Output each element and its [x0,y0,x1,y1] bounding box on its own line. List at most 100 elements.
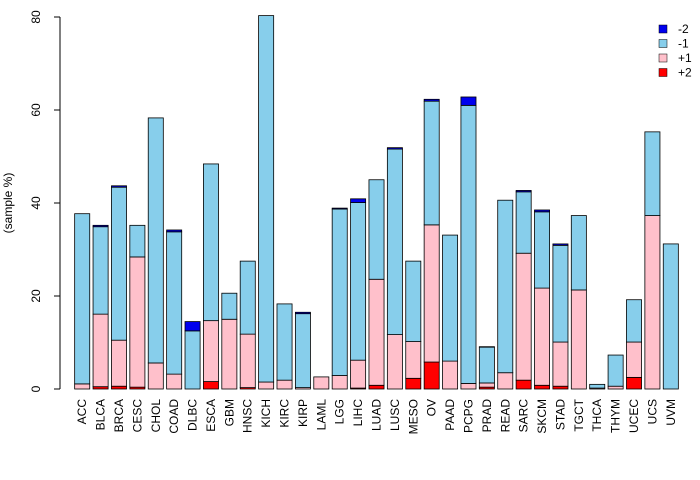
x-tick-label: ACC [75,399,89,425]
x-tick-label: LAML [314,399,328,431]
x-tick-label: OV [425,399,439,416]
bar-segment [92,224,109,228]
x-tick-label: COAD [167,399,181,434]
bar-segment [147,117,164,364]
bar-segment [515,190,532,193]
bar-segment [111,185,127,188]
bar-segment [626,376,642,390]
bar-segment [552,244,569,343]
bar-segment [74,383,91,390]
bar-segment [515,252,532,381]
bar-segment [294,313,311,389]
x-tick-label: KIRC [278,399,292,428]
bar-segment [497,199,514,374]
bar-segment [129,224,146,258]
bar-segment [534,209,550,213]
bar-segment [626,299,642,343]
x-tick-label: SARC [517,399,531,433]
legend-swatch [658,53,668,63]
x-tick-label: DLBC [186,399,200,431]
bar-segment [276,303,293,381]
y-tick-label: 80 [29,10,43,24]
legend-label: -1 [678,37,689,51]
bar-segment [534,287,550,386]
bar-segment [258,15,275,383]
bar-segment [184,330,201,390]
bar-segment [478,382,495,388]
y-axis: 0 20 40 60 80 [29,10,61,392]
bar-segment [460,96,477,106]
bar-segment [166,229,183,233]
legend-label: +2 [678,66,692,80]
x-tick-label: BLCA [94,399,108,430]
x-tick-label: PRAD [480,399,494,433]
bar-segment [534,384,550,390]
legend-swatch [658,39,668,48]
legend-label: +1 [678,51,692,65]
legend-label: -2 [678,22,689,36]
bar-segment [534,211,550,289]
bar-segment [386,147,403,150]
bar-segment [626,341,642,378]
bar-segment [350,359,367,389]
bar-segment [423,98,440,102]
bar-segment [276,379,293,390]
x-tick-label: UCEC [627,399,641,433]
x-tick-label: LUSC [388,399,402,431]
bar-segment [423,100,440,226]
legend-swatch [658,24,668,34]
bar-segment [111,186,127,341]
bar-segment [111,385,127,390]
bar-segment [644,215,661,390]
y-axis-label: (sample %) [1,173,15,234]
x-tick-label: THYM [609,399,623,433]
legend-swatch [658,68,668,77]
x-tick-label: THCA [590,399,604,432]
bar-segment [497,372,514,390]
x-tick-label: GBM [222,399,236,426]
bar-segment [239,333,256,389]
bar-segment [460,104,477,384]
x-tick-label: LGG [333,399,347,424]
x-tick-label: TGCT [572,398,586,431]
bar-segment [331,375,348,390]
x-axis-labels: ACC BLCA BRCA CESC CHOL COAD DLBC ESCA GBM HNSC KI… [75,398,678,434]
bar-segment [607,354,624,387]
x-tick-label: STAD [553,399,567,430]
bar-segment [74,213,91,385]
bar-segment [350,198,367,203]
bar-segment [147,362,164,390]
y-tick-label: 20 [29,289,43,303]
bar-segment [368,384,385,390]
bar-segment [203,381,219,390]
bar-segment [203,320,219,382]
bar-segment [570,289,587,390]
bar-segment [258,381,275,390]
x-tick-label: SKCM [535,399,549,434]
x-tick-label: UCS [645,399,659,424]
bar-segment [331,208,348,376]
bar-segment [184,321,201,332]
bar-segment [239,260,256,335]
bar-segment [221,318,238,390]
x-tick-label: LUAD [370,399,384,431]
bar-segment [442,360,459,390]
bar-segment [129,256,146,388]
bar-segment [552,385,569,390]
bars-layer [74,15,679,390]
bar-segment [607,385,624,390]
bar-segment [350,202,367,361]
bar-segment [111,339,127,387]
x-tick-label: LIHC [351,399,365,427]
bar-segment [405,341,422,379]
bar-segment [386,334,403,390]
bar-segment [423,361,440,390]
x-tick-label: CHOL [149,399,163,433]
x-tick-label: PAAD [443,399,457,431]
bar-segment [460,383,477,390]
bar-segment [423,224,440,363]
bar-segment [368,179,385,280]
bar-segment [442,234,459,362]
bar-segment [368,278,385,386]
bar-segment [515,191,532,254]
